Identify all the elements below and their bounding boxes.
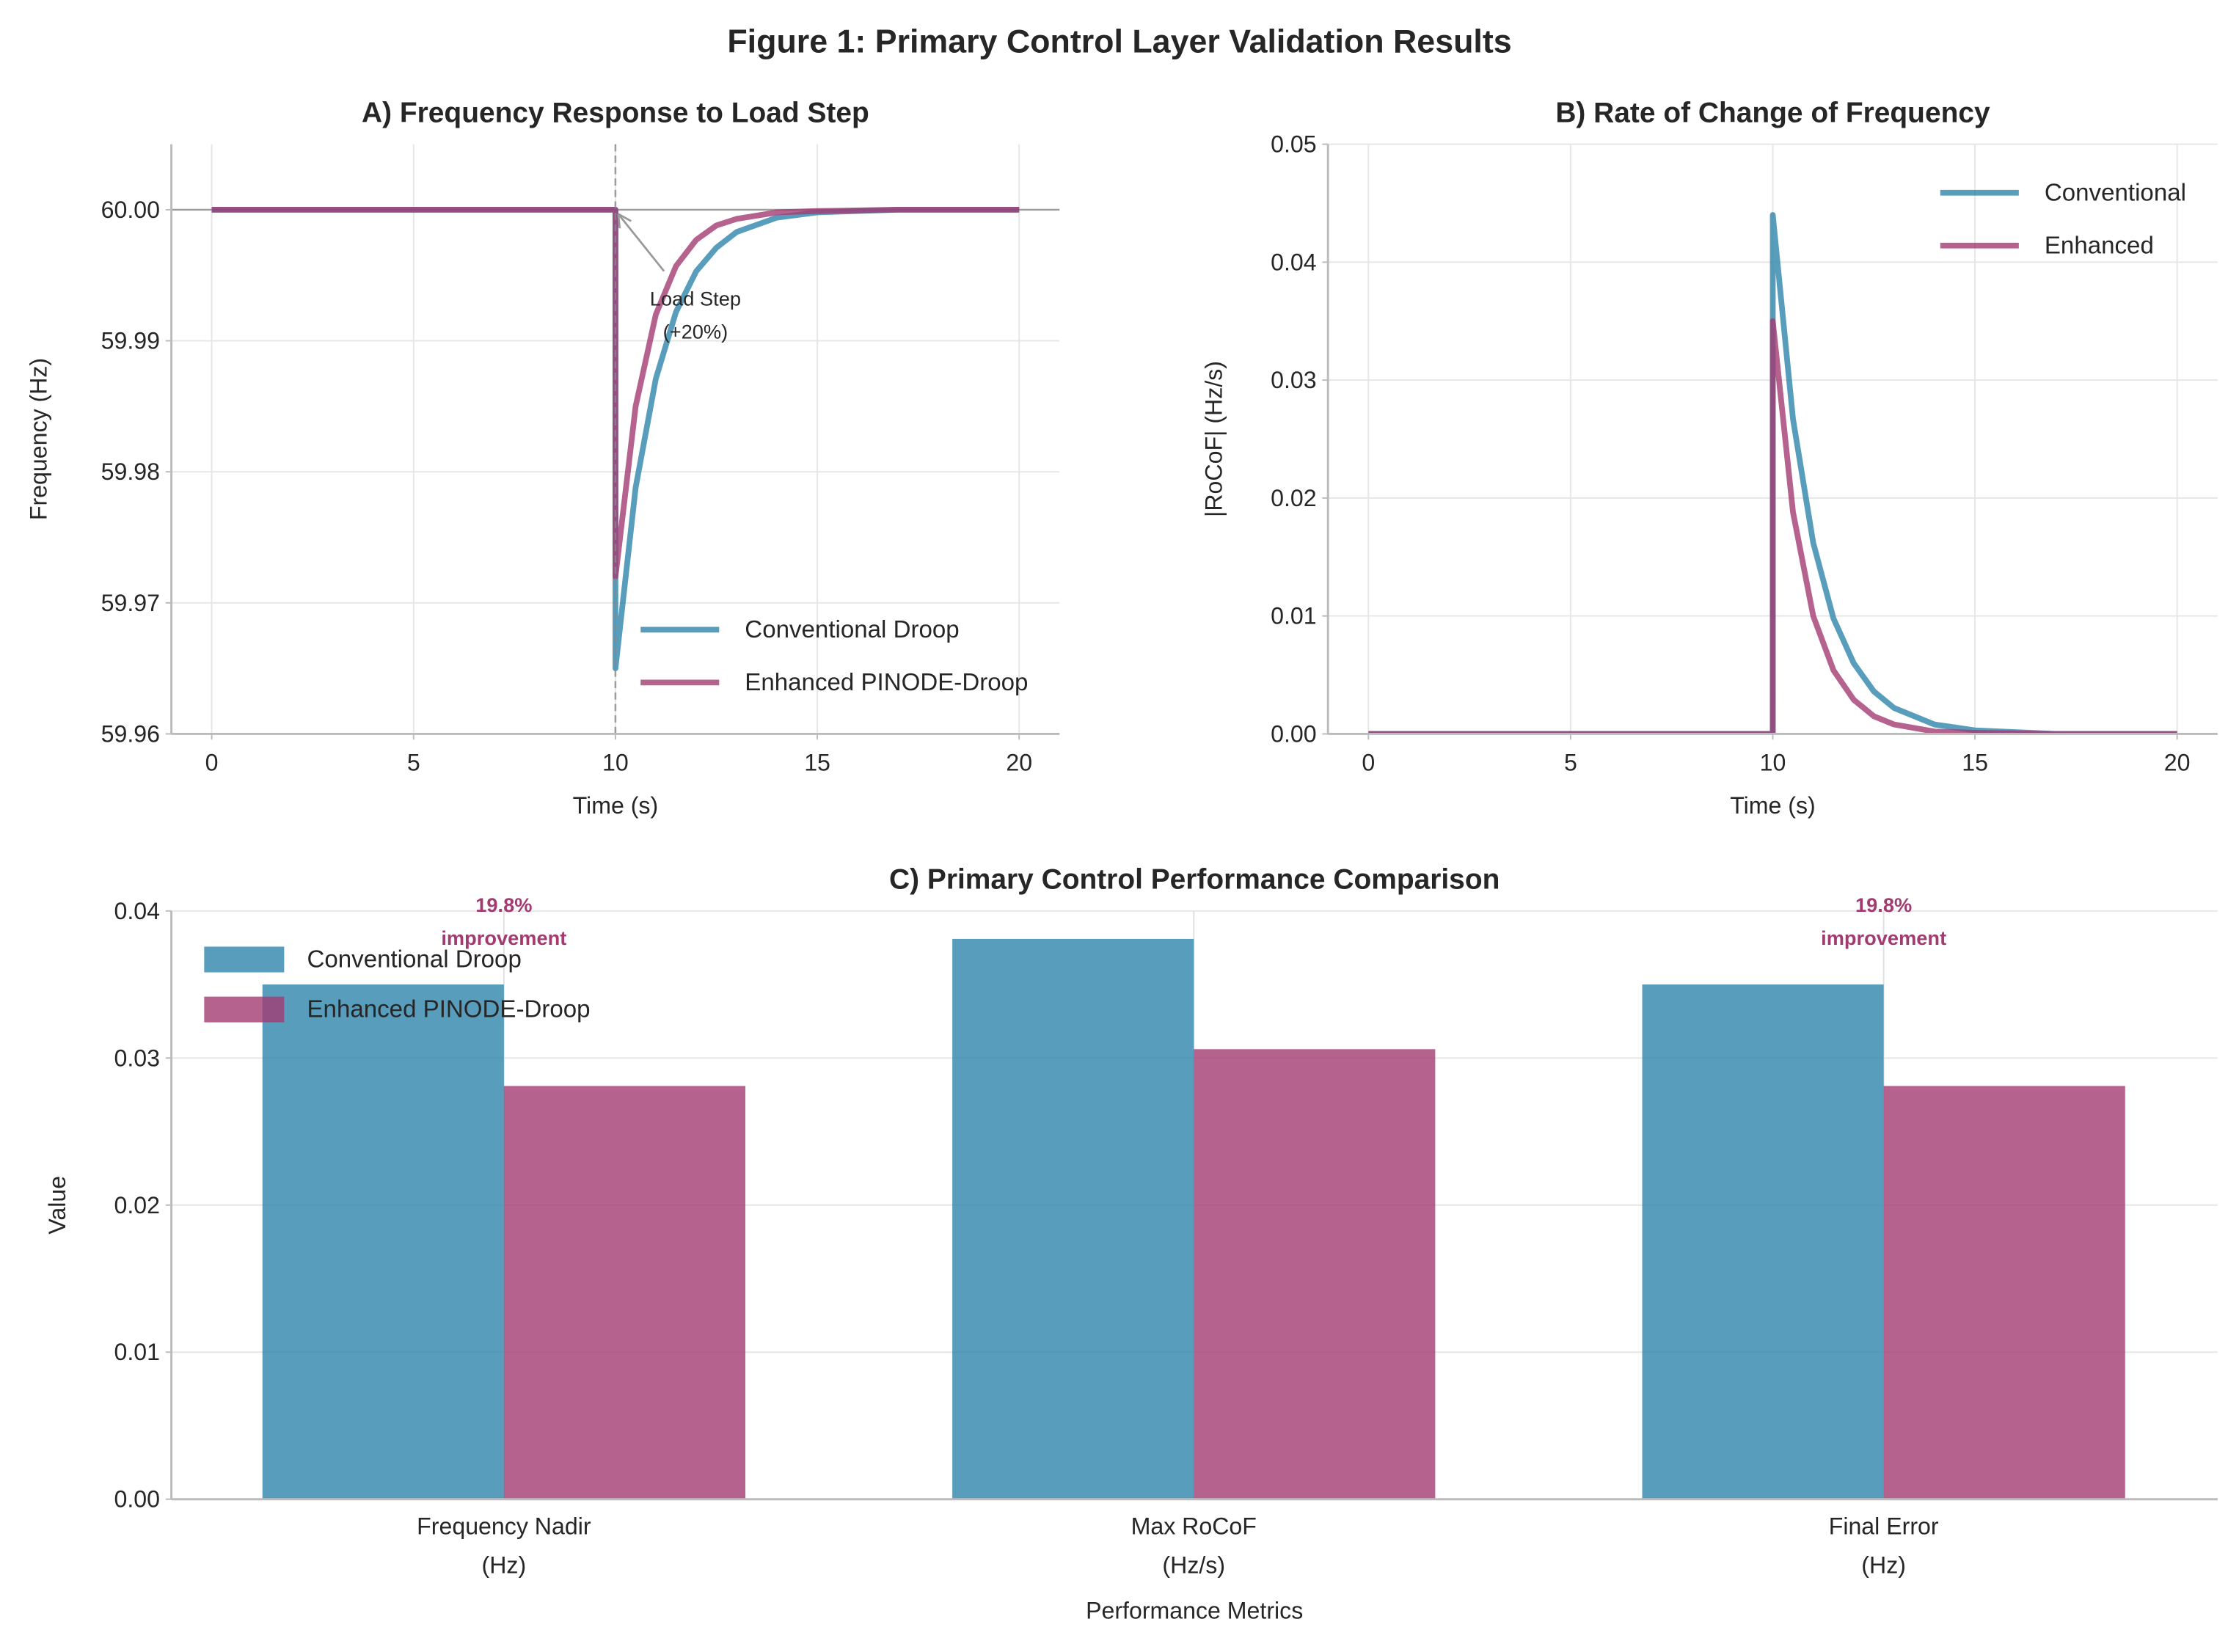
- text-line: Max RoCoF: [1131, 1513, 1257, 1540]
- y-tick-label: 59.97: [101, 590, 160, 616]
- annotation-arrow: [617, 213, 665, 272]
- y-tick-label: 0.03: [1271, 367, 1317, 393]
- bar: [952, 938, 1194, 1499]
- x-axis-label: Time (s): [1730, 792, 1816, 819]
- bar: [1883, 1086, 2125, 1499]
- legend-label: Enhanced PINODE-Droop: [745, 669, 1028, 696]
- x-tick-label: 5: [407, 749, 420, 775]
- y-axis-label: |RoCoF| (Hz/s): [1200, 361, 1227, 517]
- text-line: 19.8%: [475, 893, 532, 916]
- subplot-title: A) Frequency Response to Load Step: [362, 97, 869, 128]
- text-line: 19.8%: [1855, 893, 1912, 916]
- y-tick-label: 59.98: [101, 458, 160, 485]
- y-tick-label: 0.02: [1271, 485, 1317, 511]
- x-tick-label: 5: [1564, 749, 1577, 775]
- y-axis-label: Frequency (Hz): [26, 358, 52, 520]
- legend-label: Conventional: [2045, 179, 2186, 206]
- subplot-title: C) Primary Control Performance Compariso…: [889, 863, 1500, 895]
- text-line: (+20%): [663, 320, 728, 343]
- y-tick-label: 0.04: [1271, 249, 1317, 275]
- x-tick-label: 15: [1962, 749, 1988, 775]
- legend-label: Conventional Droop: [745, 616, 959, 643]
- y-tick-label: 0.01: [1271, 603, 1317, 629]
- y-tick-label: 60.00: [101, 197, 160, 223]
- bar: [1642, 984, 1884, 1499]
- text-line: Frequency Nadir: [417, 1513, 591, 1540]
- x-tick-label: Final Error (Hz): [1829, 1513, 1939, 1579]
- y-tick-label: 0.00: [1271, 720, 1317, 747]
- y-tick-label: 0.05: [1271, 131, 1317, 158]
- x-axis-label: Performance Metrics: [1086, 1598, 1303, 1624]
- x-tick-label: 15: [804, 749, 830, 775]
- legend-label: Conventional Droop: [307, 946, 521, 973]
- y-tick-label: 0.01: [114, 1339, 161, 1365]
- x-tick-label: Frequency Nadir (Hz): [417, 1513, 591, 1579]
- x-tick-label: 10: [1760, 749, 1786, 775]
- y-tick-label: 0.03: [114, 1045, 161, 1071]
- legend-label: Enhanced: [2045, 232, 2154, 259]
- y-tick-label: 0.02: [114, 1192, 161, 1218]
- x-tick-label: Max RoCoF (Hz/s): [1131, 1513, 1257, 1579]
- x-tick-label: 20: [2164, 749, 2191, 775]
- x-tick-label: 10: [602, 749, 629, 775]
- text-line: (Hz): [482, 1552, 527, 1578]
- legend-label: Enhanced PINODE-Droop: [307, 996, 590, 1023]
- legend-swatch: [204, 946, 285, 973]
- x-tick-label: 20: [1006, 749, 1032, 775]
- figure-title: Figure 1: Primary Control Layer Validati…: [727, 23, 1511, 59]
- x-tick-label: 0: [1362, 749, 1375, 775]
- text-line: improvement: [441, 926, 566, 949]
- y-tick-label: 59.96: [101, 720, 160, 747]
- y-tick-label: 59.99: [101, 328, 160, 354]
- text-line: (Hz/s): [1162, 1552, 1225, 1578]
- x-axis-label: Time (s): [573, 792, 659, 819]
- subplot-title: B) Rate of Change of Frequency: [1555, 97, 1990, 128]
- y-tick-label: 0.00: [114, 1486, 161, 1513]
- text-line: (Hz): [1861, 1552, 1906, 1578]
- text-line: Final Error: [1829, 1513, 1939, 1540]
- y-tick-label: 0.04: [114, 898, 161, 924]
- series-line: [211, 207, 1020, 580]
- series-line: [1368, 318, 2177, 734]
- y-axis-label: Value: [44, 1176, 70, 1235]
- annotation: 19.8% improvement: [1821, 893, 1946, 949]
- legend-swatch: [204, 996, 285, 1023]
- bar: [262, 984, 504, 1499]
- text-line: improvement: [1821, 926, 1946, 949]
- annotation: Load Step (+20%): [650, 287, 741, 343]
- text-line: Load Step: [650, 287, 741, 310]
- bar: [1194, 1049, 1436, 1499]
- bar: [503, 1086, 745, 1499]
- annotation: 19.8% improvement: [441, 893, 566, 949]
- arrow-head: [617, 213, 632, 229]
- x-tick-label: 0: [205, 749, 219, 775]
